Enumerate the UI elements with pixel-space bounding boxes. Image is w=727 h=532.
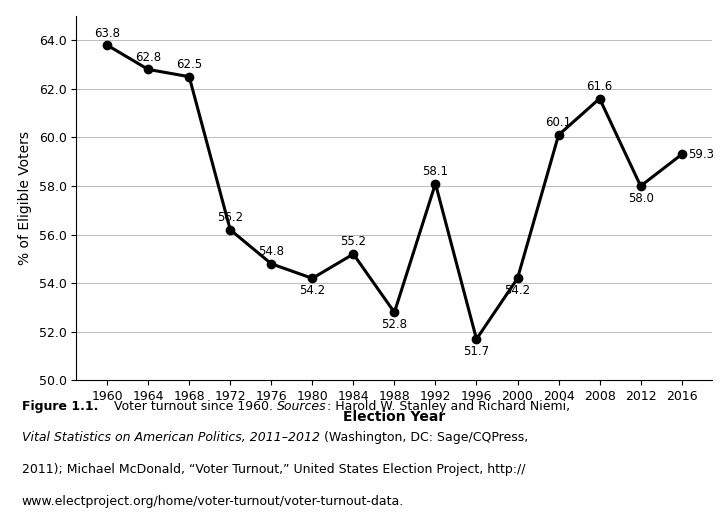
Text: 2011); Michael McDonald, “Voter Turnout,” United States Election Project, http:/: 2011); Michael McDonald, “Voter Turnout,… <box>22 463 526 476</box>
Text: 58.0: 58.0 <box>627 192 654 205</box>
Text: 61.6: 61.6 <box>587 80 613 93</box>
Text: Sources: Sources <box>277 400 327 413</box>
Text: Vital Statistics on American Politics, 2011–2012: Vital Statistics on American Politics, 2… <box>22 431 320 444</box>
Text: 62.8: 62.8 <box>135 51 161 64</box>
Text: 54.2: 54.2 <box>505 284 531 297</box>
Text: 63.8: 63.8 <box>94 27 120 39</box>
Y-axis label: % of Eligible Voters: % of Eligible Voters <box>17 131 32 265</box>
X-axis label: Election Year: Election Year <box>343 410 446 424</box>
Text: www.electproject.org/home/voter-turnout/voter-turnout-data.: www.electproject.org/home/voter-turnout/… <box>22 495 404 508</box>
Text: (Washington, DC: Sage/CQPress,: (Washington, DC: Sage/CQPress, <box>320 431 528 444</box>
Text: 51.7: 51.7 <box>463 345 489 358</box>
Text: 54.8: 54.8 <box>258 245 284 258</box>
Text: 52.8: 52.8 <box>382 318 407 331</box>
Text: Voter turnout since 1960.: Voter turnout since 1960. <box>98 400 277 413</box>
Text: 62.5: 62.5 <box>176 58 202 71</box>
Text: Figure 1.1.: Figure 1.1. <box>22 400 98 413</box>
Text: 59.3: 59.3 <box>688 148 715 161</box>
Text: 58.1: 58.1 <box>422 165 449 178</box>
Text: 56.2: 56.2 <box>217 211 244 224</box>
Text: 54.2: 54.2 <box>300 284 326 297</box>
Text: : Harold W. Stanley and Richard Niemi,: : Harold W. Stanley and Richard Niemi, <box>327 400 570 413</box>
Text: 60.1: 60.1 <box>545 117 571 129</box>
Text: 55.2: 55.2 <box>340 236 366 248</box>
